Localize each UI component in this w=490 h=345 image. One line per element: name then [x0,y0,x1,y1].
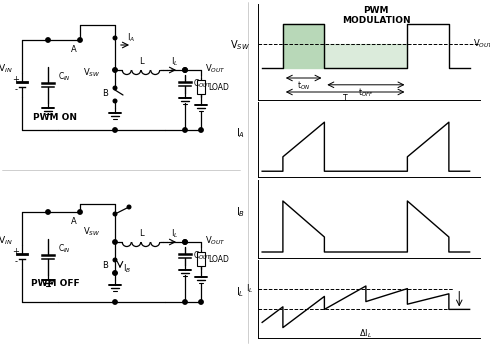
Text: t$_{OFF}$: t$_{OFF}$ [358,87,374,99]
Text: I$_B$: I$_B$ [123,263,131,275]
Y-axis label: I$_B$: I$_B$ [236,205,245,219]
Circle shape [199,128,203,132]
Text: I$_L$: I$_L$ [172,228,179,240]
Bar [197,80,205,94]
Bar [197,252,205,266]
Text: LOAD: LOAD [208,82,229,91]
Circle shape [46,38,50,42]
Text: L: L [139,58,143,67]
Text: V$_{SW}$: V$_{SW}$ [83,67,101,79]
Text: A: A [71,217,77,227]
Text: PWM
MODULATION: PWM MODULATION [342,6,411,26]
Circle shape [113,68,117,72]
Text: -: - [15,257,18,266]
Text: LOAD: LOAD [208,255,229,264]
Circle shape [78,38,82,42]
Circle shape [113,300,117,304]
Circle shape [183,68,187,72]
Circle shape [113,271,117,275]
Circle shape [78,210,82,214]
Text: I$_L$: I$_L$ [246,282,254,295]
Y-axis label: I$_A$: I$_A$ [236,126,245,139]
Circle shape [199,300,203,304]
Y-axis label: V$_{SW}$: V$_{SW}$ [230,38,250,52]
Circle shape [113,240,117,244]
Y-axis label: I$_L$: I$_L$ [236,285,245,299]
Text: $\Delta$I$_L$: $\Delta$I$_L$ [359,328,372,341]
Text: -: - [15,86,18,95]
Text: V$_{SW}$: V$_{SW}$ [83,226,101,238]
Circle shape [113,258,117,262]
Circle shape [183,240,187,244]
Text: www.elecfans.com: www.elecfans.com [341,315,399,321]
Text: B: B [102,262,108,270]
Circle shape [183,300,187,304]
Circle shape [113,68,117,72]
Text: C$_{OUT}$: C$_{OUT}$ [193,250,212,262]
Text: C$_{IN}$: C$_{IN}$ [58,71,71,83]
Circle shape [183,240,187,244]
Text: B: B [102,89,108,99]
Text: L: L [139,229,143,238]
Text: +: + [13,247,20,256]
Text: V$_{OUT}$: V$_{OUT}$ [473,38,490,50]
Circle shape [113,99,117,103]
Text: V$_{IN}$: V$_{IN}$ [0,235,13,247]
Text: C$_{IN}$: C$_{IN}$ [58,243,71,255]
Text: PWM ON: PWM ON [33,114,77,122]
Circle shape [113,128,117,132]
Text: C$_{OUT}$: C$_{OUT}$ [193,78,212,90]
Circle shape [113,212,117,216]
Text: I$_A$: I$_A$ [127,32,135,44]
Text: V$_{IN}$: V$_{IN}$ [0,63,13,75]
Text: V$_{OUT}$: V$_{OUT}$ [205,63,226,75]
Circle shape [183,128,187,132]
Text: T: T [343,94,347,103]
Circle shape [113,36,117,40]
Text: t$_{ON}$: t$_{ON}$ [297,80,310,92]
Circle shape [113,271,117,275]
Text: V$_{OUT}$: V$_{OUT}$ [205,235,226,247]
Text: A: A [71,46,77,55]
Circle shape [113,86,117,90]
Text: +: + [13,76,20,85]
Circle shape [183,68,187,72]
Text: PWM OFF: PWM OFF [31,279,79,288]
Circle shape [127,205,131,209]
Circle shape [46,210,50,214]
Text: I$_L$: I$_L$ [172,56,179,68]
